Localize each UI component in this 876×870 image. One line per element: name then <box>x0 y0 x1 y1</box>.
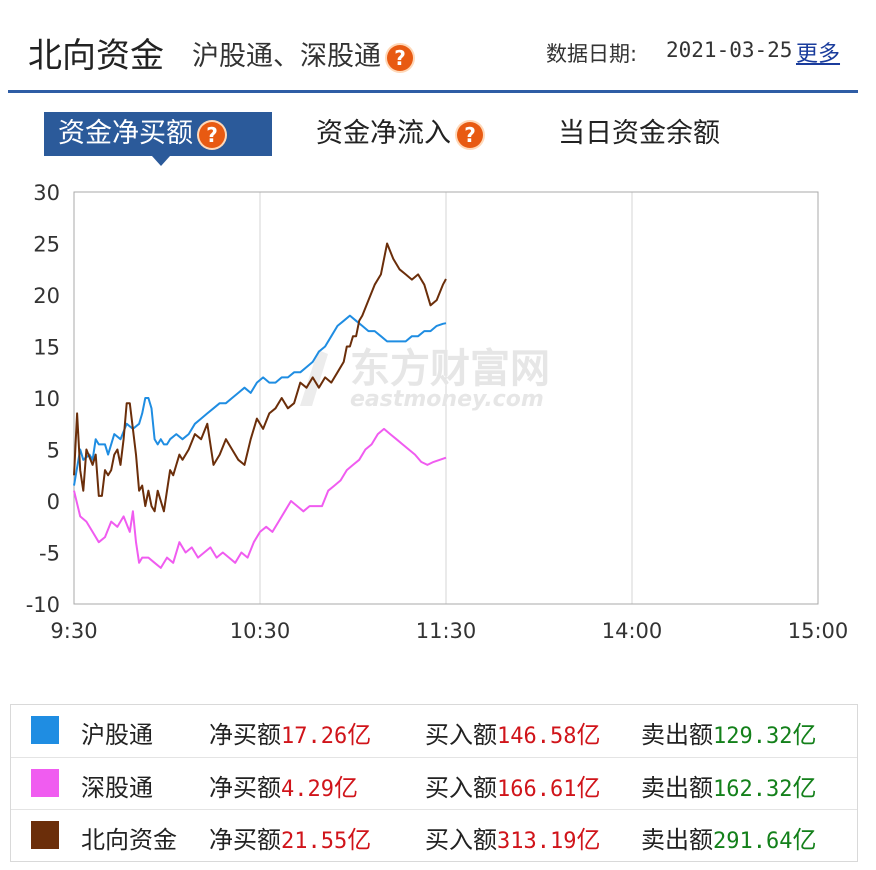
date-value: 2021-03-25 <box>666 38 793 62</box>
watermark-en: eastmoney.com <box>350 387 544 412</box>
legend-series-name: 深股通 <box>81 774 153 802</box>
sell-value: 162.32 <box>713 777 793 802</box>
legend-sell: 卖出额129.32亿 <box>641 715 816 750</box>
legend-row-north: 北向资金 净买额21.55亿 买入额313.19亿 卖出额291.64亿 <box>11 809 857 862</box>
legend-series-name: 沪股通 <box>81 721 153 749</box>
net-buy-label: 净买额 <box>209 774 281 802</box>
net-buy-label: 净买额 <box>209 826 281 854</box>
y-tick-label: 0 <box>47 490 60 514</box>
unit: 亿 <box>576 721 601 749</box>
legend-net-buy: 净买额4.29亿 <box>209 768 358 803</box>
active-tab-arrow <box>152 156 170 166</box>
x-tick-label: 10:30 <box>230 619 291 643</box>
sell-label: 卖出额 <box>641 774 713 802</box>
y-tick-label: 30 <box>33 181 60 205</box>
more-link[interactable]: 更多 <box>796 42 841 67</box>
y-tick-label: 5 <box>47 439 60 463</box>
net-buy-value: 21.55 <box>281 829 348 854</box>
page-subtitle: 沪股通、深股通? <box>192 34 413 73</box>
legend-row-sgt: 深股通 净买额4.29亿 买入额166.61亿 卖出额162.32亿 <box>11 757 857 810</box>
tab-daily-balance-label: 当日资金余额 <box>558 118 720 149</box>
tab-bar: 资金净买额? 资金净流入? 当日资金余额 <box>0 106 876 166</box>
question-icon[interactable]: ? <box>199 121 225 148</box>
buy-label: 买入额 <box>425 774 497 802</box>
question-icon[interactable]: ? <box>457 121 483 148</box>
unit: 亿 <box>576 826 601 854</box>
net-buy-value: 17.26 <box>281 724 348 749</box>
unit: 亿 <box>347 826 372 854</box>
date-label: 数据日期: <box>546 42 638 66</box>
sell-value: 291.64 <box>713 829 793 854</box>
y-tick-label: 15 <box>33 336 60 360</box>
series-line-北向资金 <box>73 242 447 513</box>
legend-net-buy: 净买额21.55亿 <box>209 820 371 855</box>
buy-value: 313.19 <box>497 829 577 854</box>
watermark-cn: 东方财富网 <box>350 346 550 392</box>
tab-net-inflow[interactable]: 资金净流入? <box>316 112 483 156</box>
tab-net-buy[interactable]: 资金净买额? <box>44 112 272 166</box>
y-tick-label: 10 <box>33 387 60 411</box>
unit: 亿 <box>576 774 601 802</box>
x-tick-label: 15:00 <box>788 619 849 643</box>
x-tick-label: 11:30 <box>416 619 477 643</box>
plot-frame <box>73 191 819 605</box>
legend-row-hgt: 沪股通 净买额17.26亿 买入额146.58亿 卖出额129.32亿 <box>11 705 857 757</box>
legend-series-name: 北向资金 <box>81 826 177 854</box>
buy-label: 买入额 <box>425 721 497 749</box>
legend-net-buy: 净买额17.26亿 <box>209 715 371 750</box>
legend-swatch <box>31 821 59 849</box>
unit: 亿 <box>333 774 358 802</box>
legend-buy: 买入额166.61亿 <box>425 768 600 803</box>
sell-label: 卖出额 <box>641 826 713 854</box>
tab-daily-balance[interactable]: 当日资金余额 <box>558 112 720 156</box>
x-tick-label: 9:30 <box>50 619 97 643</box>
legend-sell: 卖出额291.64亿 <box>641 820 816 855</box>
legend-sell: 卖出额162.32亿 <box>641 768 816 803</box>
y-tick-label: 20 <box>33 284 60 308</box>
legend-buy: 买入额146.58亿 <box>425 715 600 750</box>
legend-swatch <box>31 716 59 744</box>
net-buy-label: 净买额 <box>209 721 281 749</box>
tab-net-inflow-label: 资金净流入 <box>316 118 451 149</box>
unit: 亿 <box>792 774 817 802</box>
unit: 亿 <box>792 826 817 854</box>
unit: 亿 <box>347 721 372 749</box>
header-divider <box>8 90 858 93</box>
buy-value: 166.61 <box>497 777 577 802</box>
page-title: 北向资金 <box>28 36 164 76</box>
y-tick-label: -10 <box>26 593 60 617</box>
series-line-深股通 <box>73 427 447 569</box>
buy-label: 买入额 <box>425 826 497 854</box>
legend-buy: 买入额313.19亿 <box>425 820 600 855</box>
y-tick-label: -5 <box>39 542 60 566</box>
legend-table: 沪股通 净买额17.26亿 买入额146.58亿 卖出额129.32亿 深股通 … <box>10 704 858 862</box>
subtitle-text: 沪股通、深股通 <box>192 41 381 72</box>
question-icon[interactable]: ? <box>387 44 413 71</box>
net-buy-value: 4.29 <box>281 777 334 802</box>
sell-label: 卖出额 <box>641 721 713 749</box>
unit: 亿 <box>792 721 817 749</box>
y-tick-label: 25 <box>33 233 60 257</box>
legend-swatch <box>31 769 59 797</box>
sell-value: 129.32 <box>713 724 793 749</box>
header: 北向资金 沪股通、深股通? 数据日期: 2021-03-25 更多 <box>0 0 876 96</box>
tab-net-buy-label: 资金净买额 <box>58 118 193 149</box>
x-tick-label: 14:00 <box>602 619 663 643</box>
buy-value: 146.58 <box>497 724 577 749</box>
